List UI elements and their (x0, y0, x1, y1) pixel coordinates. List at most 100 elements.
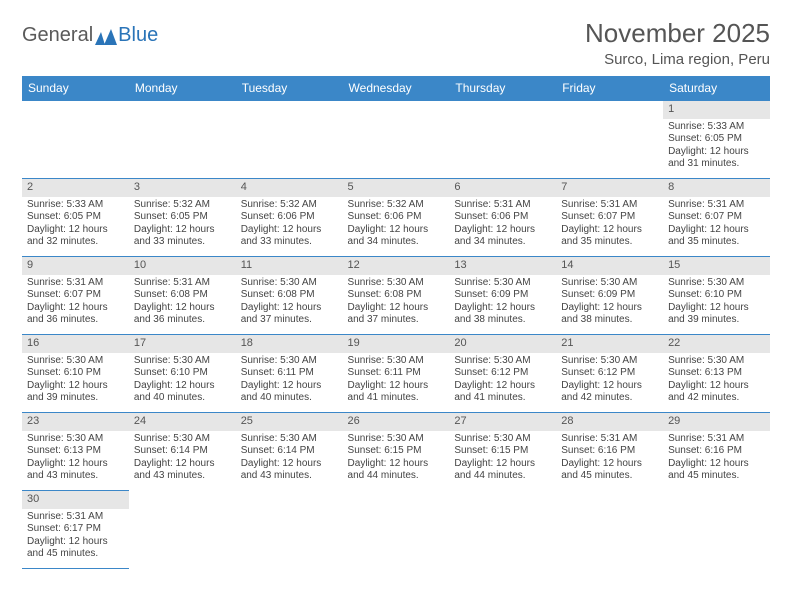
sunrise-line: Sunrise: 5:30 AM (454, 433, 551, 446)
sunrise-line: Sunrise: 5:30 AM (27, 433, 124, 446)
day-number: 30 (22, 491, 129, 509)
calendar-row: 23Sunrise: 5:30 AMSunset: 6:13 PMDayligh… (22, 413, 770, 491)
sunrise-line: Sunrise: 5:32 AM (241, 199, 338, 212)
sunrise-line: Sunrise: 5:30 AM (134, 355, 231, 368)
sunset-line: Sunset: 6:05 PM (668, 133, 765, 146)
sunrise-line: Sunrise: 5:31 AM (561, 199, 658, 212)
calendar-cell: 9Sunrise: 5:31 AMSunset: 6:07 PMDaylight… (22, 257, 129, 335)
calendar-cell (449, 101, 556, 179)
calendar-cell (129, 101, 236, 179)
calendar-cell: 8Sunrise: 5:31 AMSunset: 6:07 PMDaylight… (663, 179, 770, 257)
sunrise-line: Sunrise: 5:30 AM (241, 433, 338, 446)
calendar-cell: 14Sunrise: 5:30 AMSunset: 6:09 PMDayligh… (556, 257, 663, 335)
sunrise-line: Sunrise: 5:31 AM (454, 199, 551, 212)
calendar-cell: 4Sunrise: 5:32 AMSunset: 6:06 PMDaylight… (236, 179, 343, 257)
sunrise-line: Sunrise: 5:30 AM (241, 355, 338, 368)
calendar-cell (449, 491, 556, 569)
calendar-header-cell: Saturday (663, 76, 770, 101)
sunset-line: Sunset: 6:08 PM (241, 289, 338, 302)
daylight-line: Daylight: 12 hours and 37 minutes. (241, 302, 338, 327)
sunset-line: Sunset: 6:05 PM (27, 211, 124, 224)
day-number: 5 (343, 179, 450, 197)
sunrise-line: Sunrise: 5:30 AM (561, 277, 658, 290)
sunrise-line: Sunrise: 5:33 AM (27, 199, 124, 212)
daylight-line: Daylight: 12 hours and 45 minutes. (668, 458, 765, 483)
day-number: 28 (556, 413, 663, 431)
sunset-line: Sunset: 6:13 PM (668, 367, 765, 380)
sunrise-line: Sunrise: 5:31 AM (134, 277, 231, 290)
daylight-line: Daylight: 12 hours and 42 minutes. (561, 380, 658, 405)
sunset-line: Sunset: 6:07 PM (27, 289, 124, 302)
sunset-line: Sunset: 6:07 PM (561, 211, 658, 224)
sunrise-line: Sunrise: 5:32 AM (348, 199, 445, 212)
day-number: 26 (343, 413, 450, 431)
daylight-line: Daylight: 12 hours and 42 minutes. (668, 380, 765, 405)
calendar-cell: 3Sunrise: 5:32 AMSunset: 6:05 PMDaylight… (129, 179, 236, 257)
calendar-cell: 11 Sunrise: 5:30 AMSunset: 6:08 PMDayligh… (236, 257, 343, 335)
sunset-line: Sunset: 6:10 PM (134, 367, 231, 380)
day-number: 3 (129, 179, 236, 197)
logo: General Blue (22, 18, 158, 47)
day-number: 24 (129, 413, 236, 431)
calendar-cell (556, 101, 663, 179)
sunrise-line: Sunrise: 5:31 AM (27, 277, 124, 290)
calendar-cell: 30Sunrise: 5:31 AMSunset: 6:17 PMDayligh… (22, 491, 129, 569)
daylight-line: Daylight: 12 hours and 34 minutes. (348, 224, 445, 249)
daylight-line: Daylight: 12 hours and 31 minutes. (668, 146, 765, 171)
day-number: 6 (449, 179, 556, 197)
daylight-line: Daylight: 12 hours and 39 minutes. (27, 380, 124, 405)
daylight-line: Daylight: 12 hours and 39 minutes. (668, 302, 765, 327)
calendar-cell: 20Sunrise: 5:30 AMSunset: 6:12 PMDayligh… (449, 335, 556, 413)
calendar-header-cell: Tuesday (236, 76, 343, 101)
sunrise-line: Sunrise: 5:31 AM (668, 199, 765, 212)
daylight-line: Daylight: 12 hours and 43 minutes. (27, 458, 124, 483)
calendar-header-cell: Friday (556, 76, 663, 101)
daylight-line: Daylight: 12 hours and 41 minutes. (454, 380, 551, 405)
day-number: 18 (236, 335, 343, 353)
sunset-line: Sunset: 6:10 PM (668, 289, 765, 302)
day-number: 22 (663, 335, 770, 353)
calendar-cell: 1Sunrise: 5:33 AMSunset: 6:05 PMDaylight… (663, 101, 770, 179)
daylight-line: Daylight: 12 hours and 45 minutes. (561, 458, 658, 483)
sunrise-line: Sunrise: 5:30 AM (668, 355, 765, 368)
calendar-header-row: SundayMondayTuesdayWednesdayThursdayFrid… (22, 76, 770, 101)
day-number: 25 (236, 413, 343, 431)
day-number: 7 (556, 179, 663, 197)
calendar-cell (236, 101, 343, 179)
sunset-line: Sunset: 6:11 PM (241, 367, 338, 380)
daylight-line: Daylight: 12 hours and 43 minutes. (134, 458, 231, 483)
day-number: 21 (556, 335, 663, 353)
daylight-line: Daylight: 12 hours and 43 minutes. (241, 458, 338, 483)
daylight-line: Daylight: 12 hours and 35 minutes. (561, 224, 658, 249)
day-number: 13 (449, 257, 556, 275)
sunset-line: Sunset: 6:05 PM (134, 211, 231, 224)
sunrise-line: Sunrise: 5:30 AM (241, 277, 338, 290)
sunset-line: Sunset: 6:07 PM (668, 211, 765, 224)
sunrise-line: Sunrise: 5:30 AM (668, 277, 765, 290)
calendar-cell (129, 491, 236, 569)
calendar-cell: 16Sunrise: 5:30 AMSunset: 6:10 PMDayligh… (22, 335, 129, 413)
day-number: 15 (663, 257, 770, 275)
day-number: 11 (236, 257, 343, 275)
day-number: 4 (236, 179, 343, 197)
sunrise-line: Sunrise: 5:30 AM (348, 355, 445, 368)
sunrise-line: Sunrise: 5:31 AM (561, 433, 658, 446)
calendar-cell: 29Sunrise: 5:31 AMSunset: 6:16 PMDayligh… (663, 413, 770, 491)
calendar-cell: 17 Sunrise: 5:30 AMSunset: 6:10 PMDayligh… (129, 335, 236, 413)
calendar-cell: 25Sunrise: 5:30 AMSunset: 6:14 PMDayligh… (236, 413, 343, 491)
sunset-line: Sunset: 6:06 PM (241, 211, 338, 224)
sunset-line: Sunset: 6:15 PM (348, 445, 445, 458)
calendar-cell (236, 491, 343, 569)
day-number: 17 (129, 335, 236, 353)
calendar-cell: 18Sunrise: 5:30 AMSunset: 6:11 PMDayligh… (236, 335, 343, 413)
daylight-line: Daylight: 12 hours and 38 minutes. (561, 302, 658, 327)
sunrise-line: Sunrise: 5:30 AM (27, 355, 124, 368)
day-number: 8 (663, 179, 770, 197)
sunset-line: Sunset: 6:16 PM (561, 445, 658, 458)
calendar-cell (343, 101, 450, 179)
logo-text-general: General (22, 24, 93, 47)
calendar-cell: 28 Sunrise: 5:31 AMSunset: 6:16 PMDayligh… (556, 413, 663, 491)
sunrise-line: Sunrise: 5:30 AM (348, 277, 445, 290)
calendar-cell: 23Sunrise: 5:30 AMSunset: 6:13 PMDayligh… (22, 413, 129, 491)
daylight-line: Daylight: 12 hours and 40 minutes. (134, 380, 231, 405)
